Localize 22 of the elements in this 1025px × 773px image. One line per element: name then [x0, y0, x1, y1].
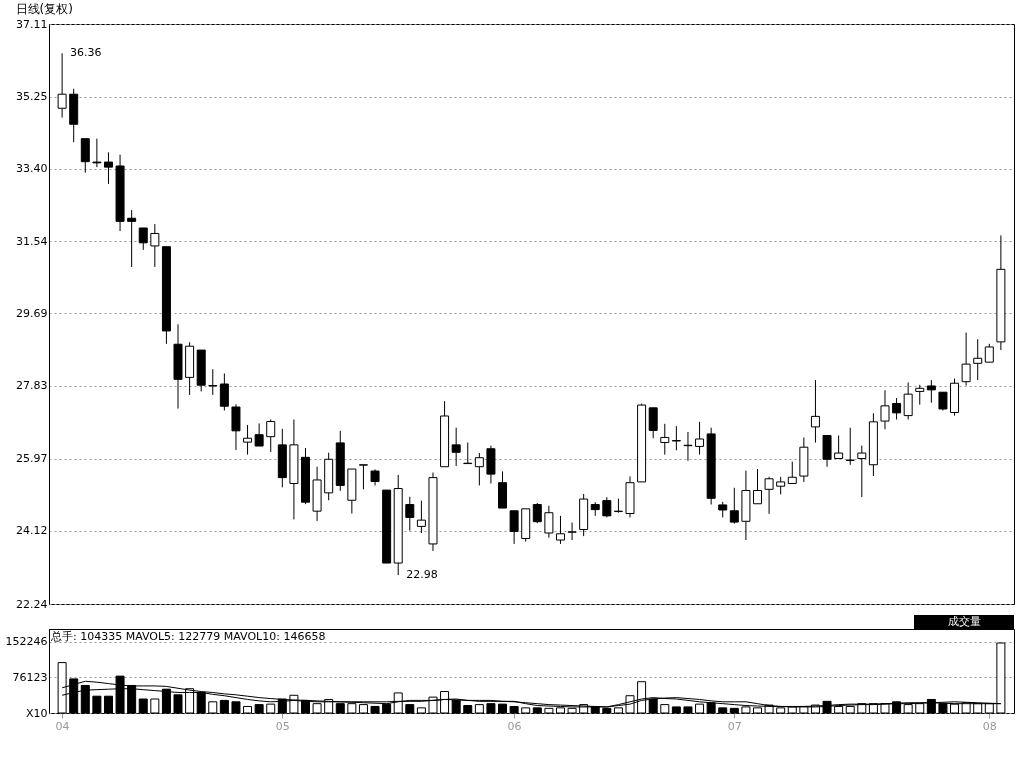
y-tick-label: X10	[25, 706, 48, 720]
annotation: 总手: 104335 MAVOL5: 122779 MAVOL10: 146658	[50, 630, 326, 643]
y-tick-label: 37.11	[16, 17, 48, 31]
x-tick-label: 06	[507, 719, 522, 733]
x-tick-label: 08	[982, 719, 997, 733]
y-tick-label: 152246	[5, 635, 48, 649]
y-tick-label: 33.40	[16, 162, 48, 176]
y-tick-label: 31.54	[16, 234, 48, 248]
x-tick-label: 07	[727, 719, 742, 733]
y-tick-label: 22.24	[16, 597, 48, 611]
y-tick-label: 35.25	[16, 90, 48, 104]
y-tick-label: 24.12	[16, 524, 48, 538]
annotation: 36.36	[70, 46, 102, 60]
annotation: 22.98	[406, 568, 438, 582]
y-tick-label: 76123	[12, 670, 48, 684]
y-tick-label: 27.83	[16, 379, 48, 393]
chart-title: 日线(复权)	[15, 2, 73, 16]
y-tick-label: 29.69	[16, 306, 48, 320]
x-tick-label: 04	[55, 719, 70, 733]
y-tick-label: 25.97	[16, 452, 48, 466]
text: 成交量	[947, 615, 981, 628]
x-tick-label: 05	[275, 719, 290, 733]
